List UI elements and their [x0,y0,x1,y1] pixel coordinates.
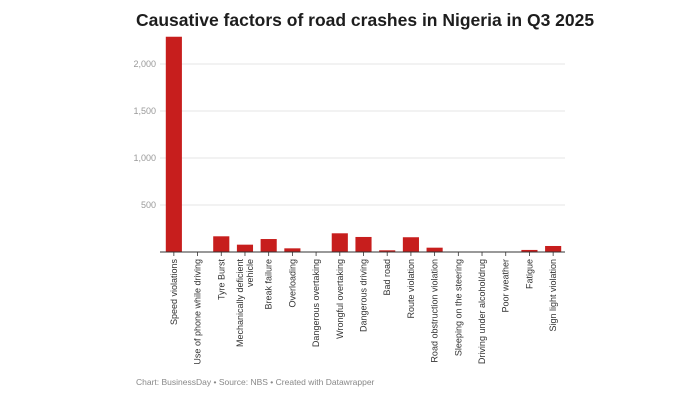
y-tick-label: 2,000 [133,59,156,69]
chart-footer: Chart: BusinessDay • Source: NBS • Creat… [136,377,375,387]
bar [284,248,301,252]
bar [165,36,182,252]
x-tick-label: Overloading [287,259,297,308]
bar [521,249,538,252]
bar [426,247,443,252]
bar [545,245,562,252]
x-tick-label: Use of phone while driving [193,259,203,365]
x-tick-label: Sleeping on the steering [453,259,463,356]
x-tick-label: Wrongful overtaking [335,259,345,339]
x-tick-label: Driving under alcohol/drug [477,259,487,364]
x-tick-label: Fatigue [524,259,534,289]
y-tick-label: 1,000 [133,153,156,163]
bar [213,236,230,252]
x-tick-label: Sign light violation [548,259,558,332]
bar [355,236,372,252]
y-tick-label: 500 [141,200,156,210]
chart-title: Causative factors of road crashes in Nig… [136,10,595,30]
y-tick-label: 1,500 [133,106,156,116]
bar [260,239,277,252]
x-tick-label: Road obstruction violation [430,259,440,363]
x-tick-label: Route violation [406,259,416,319]
x-tick-label: Tyre Burst [216,259,226,301]
x-tick-label: Dangerous overtaking [311,259,321,347]
x-tick-label: Speed violations [169,259,179,326]
bar [331,233,348,252]
bar [236,244,254,252]
x-tick-label: Dangerous driving [359,259,369,332]
bar [402,237,419,252]
x-tick-label: Break failure [264,259,274,310]
bar [379,250,396,252]
x-tick-label: Mechanically deficientvehicle [235,259,255,348]
x-tick-label: Poor weather [501,259,511,313]
x-tick-label: Bad road [382,259,392,296]
